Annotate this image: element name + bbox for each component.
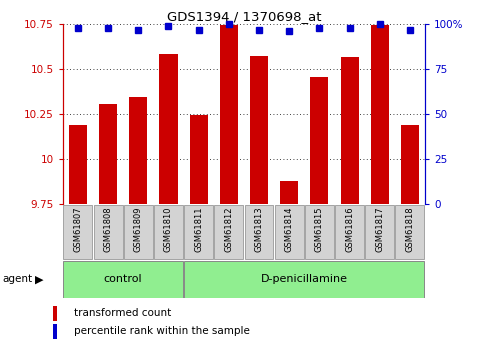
FancyBboxPatch shape: [275, 205, 304, 259]
Text: transformed count: transformed count: [73, 308, 171, 318]
FancyBboxPatch shape: [396, 205, 425, 259]
Text: GSM61809: GSM61809: [134, 206, 143, 252]
Text: GSM61813: GSM61813: [255, 206, 264, 252]
Bar: [189, 115, 208, 204]
Text: GSM61816: GSM61816: [345, 206, 354, 252]
Bar: [341, 57, 358, 204]
FancyBboxPatch shape: [124, 205, 153, 259]
Bar: [250, 56, 268, 204]
Text: GSM61815: GSM61815: [315, 206, 324, 252]
FancyBboxPatch shape: [154, 205, 183, 259]
FancyBboxPatch shape: [63, 205, 92, 259]
Title: GDS1394 / 1370698_at: GDS1394 / 1370698_at: [167, 10, 321, 23]
Text: GSM61808: GSM61808: [103, 206, 113, 252]
Bar: [401, 125, 419, 204]
Text: percentile rank within the sample: percentile rank within the sample: [73, 326, 249, 336]
FancyBboxPatch shape: [244, 205, 273, 259]
Text: GSM61807: GSM61807: [73, 206, 83, 252]
Bar: [280, 181, 298, 204]
Bar: [53, 306, 57, 321]
Text: GSM61811: GSM61811: [194, 206, 203, 252]
Bar: [129, 97, 147, 204]
Text: agent: agent: [2, 275, 32, 284]
Bar: [69, 125, 87, 204]
FancyBboxPatch shape: [214, 205, 243, 259]
Bar: [371, 25, 389, 204]
Text: GSM61814: GSM61814: [284, 206, 294, 252]
FancyBboxPatch shape: [335, 205, 364, 259]
Text: GSM61817: GSM61817: [375, 206, 384, 252]
Bar: [311, 77, 328, 204]
Text: GSM61818: GSM61818: [405, 206, 414, 252]
FancyBboxPatch shape: [184, 261, 425, 298]
Bar: [159, 54, 178, 204]
Text: control: control: [104, 275, 142, 284]
Text: D-penicillamine: D-penicillamine: [261, 275, 348, 284]
FancyBboxPatch shape: [63, 261, 183, 298]
Text: GSM61810: GSM61810: [164, 206, 173, 252]
FancyBboxPatch shape: [184, 205, 213, 259]
Bar: [99, 104, 117, 204]
Bar: [53, 324, 57, 338]
FancyBboxPatch shape: [94, 205, 123, 259]
FancyBboxPatch shape: [365, 205, 394, 259]
FancyBboxPatch shape: [305, 205, 334, 259]
Text: GSM61812: GSM61812: [224, 206, 233, 252]
Text: ▶: ▶: [35, 275, 43, 284]
Bar: [220, 25, 238, 204]
